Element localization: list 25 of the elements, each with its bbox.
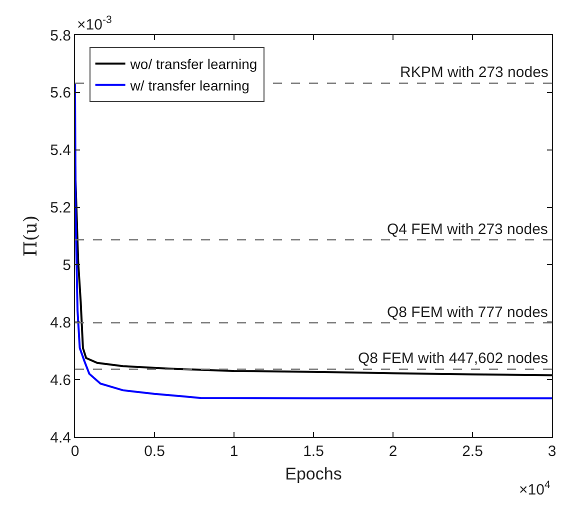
y-tick-label: 5.6 bbox=[50, 84, 71, 102]
x-tick-label: 0.5 bbox=[144, 443, 165, 460]
y-tick-label: 5.2 bbox=[50, 200, 71, 217]
y-tick-label: 5.4 bbox=[50, 142, 71, 160]
y-tick-label: 5.8 bbox=[50, 27, 71, 44]
legend-label: w/ transfer learning bbox=[129, 77, 250, 94]
ref-line-label: Q4 FEM with 273 nodes bbox=[387, 221, 548, 238]
text: ×10$^{-3}$ bbox=[77, 14, 112, 34]
x-tick-label: 1 bbox=[230, 443, 238, 460]
y-tick-label: 4.8 bbox=[50, 314, 71, 332]
text: ×10$^{4}$ bbox=[519, 479, 550, 498]
y-tick-label: 4.6 bbox=[50, 372, 71, 389]
ref-line-label: Q8 FEM with 447,602 nodes bbox=[358, 350, 548, 367]
x-tick-label: 2 bbox=[388, 443, 398, 460]
ref-line-label: RKPM with 273 nodes bbox=[400, 64, 548, 81]
x-axis-title: Epochs bbox=[285, 464, 342, 484]
y-axis-title: Π(u) bbox=[20, 215, 42, 257]
legend-label: wo/ transfer learning bbox=[129, 56, 258, 72]
ref-line-label: Q8 FEM with 777 nodes bbox=[387, 304, 548, 321]
y-tick-label: 4.4 bbox=[50, 429, 71, 446]
x-tick-label: 0 bbox=[70, 443, 80, 460]
y-tick-label: 5 bbox=[62, 256, 71, 274]
x-tick-label: 2.5 bbox=[462, 443, 483, 460]
x-tick-label: 3 bbox=[548, 443, 556, 460]
x-tick-label: 1.5 bbox=[303, 443, 324, 460]
